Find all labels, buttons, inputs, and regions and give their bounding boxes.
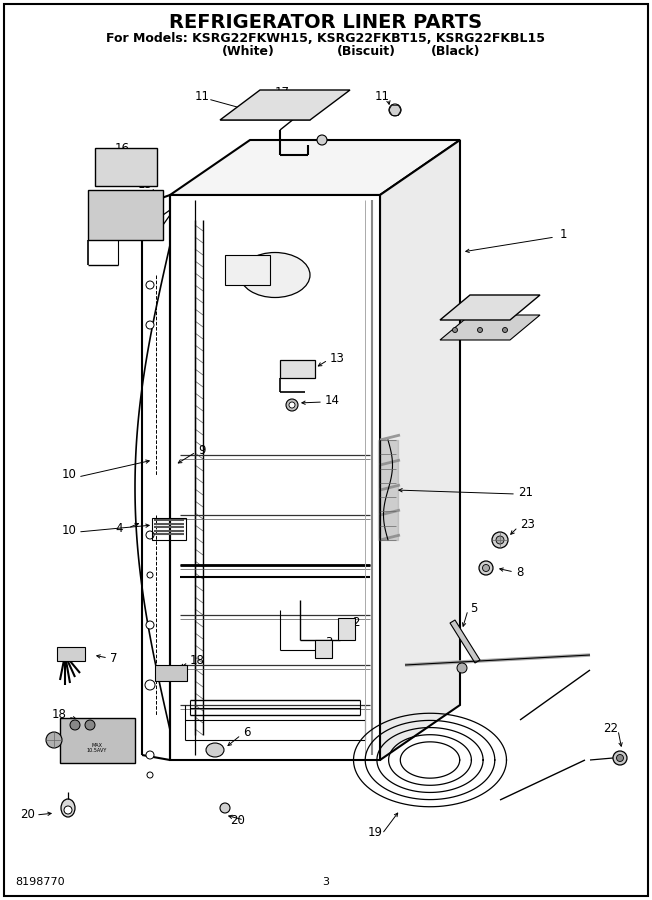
Circle shape xyxy=(147,572,153,578)
Text: 11: 11 xyxy=(195,91,210,104)
Polygon shape xyxy=(170,195,380,760)
Circle shape xyxy=(479,561,493,575)
Circle shape xyxy=(477,328,482,332)
Text: 5: 5 xyxy=(470,601,477,615)
Text: 7: 7 xyxy=(110,652,117,664)
Circle shape xyxy=(617,754,623,761)
Text: 23: 23 xyxy=(520,518,535,532)
Circle shape xyxy=(220,803,230,813)
Circle shape xyxy=(389,104,401,116)
Text: REFRIGERATOR LINER PARTS: REFRIGERATOR LINER PARTS xyxy=(170,13,482,32)
Text: 1: 1 xyxy=(560,229,567,241)
Text: 14: 14 xyxy=(325,393,340,407)
Circle shape xyxy=(457,663,467,673)
Text: 10: 10 xyxy=(62,524,77,536)
Bar xyxy=(95,148,157,186)
Bar xyxy=(60,718,135,763)
Ellipse shape xyxy=(240,253,310,298)
Text: 8198770: 8198770 xyxy=(15,877,65,887)
Text: 6: 6 xyxy=(243,725,250,739)
Bar xyxy=(280,360,315,378)
Circle shape xyxy=(85,720,95,730)
Polygon shape xyxy=(170,140,460,195)
Polygon shape xyxy=(440,295,540,320)
Circle shape xyxy=(46,732,62,748)
Text: 4: 4 xyxy=(115,521,123,535)
Text: 18: 18 xyxy=(52,708,67,722)
Bar xyxy=(88,190,163,240)
Text: 18: 18 xyxy=(190,653,205,667)
Polygon shape xyxy=(338,618,355,640)
Circle shape xyxy=(613,751,627,765)
Circle shape xyxy=(147,772,153,778)
Text: (Biscuit): (Biscuit) xyxy=(336,46,396,58)
Circle shape xyxy=(70,720,80,730)
Text: 3: 3 xyxy=(323,877,329,887)
Circle shape xyxy=(317,135,327,145)
Circle shape xyxy=(146,751,154,759)
Text: 8: 8 xyxy=(516,565,524,579)
Bar xyxy=(57,647,85,661)
Text: MAX
10.5AVY: MAX 10.5AVY xyxy=(87,742,107,753)
Polygon shape xyxy=(220,90,350,120)
Text: 21: 21 xyxy=(518,485,533,499)
Text: 3: 3 xyxy=(325,635,333,649)
Circle shape xyxy=(146,621,154,629)
Text: 16: 16 xyxy=(115,141,130,155)
Bar xyxy=(155,665,187,681)
Text: (Black): (Black) xyxy=(431,46,481,58)
Text: 12: 12 xyxy=(495,327,510,339)
Text: 20: 20 xyxy=(230,814,245,826)
Text: 13: 13 xyxy=(330,352,345,365)
Circle shape xyxy=(496,536,504,544)
Circle shape xyxy=(452,328,458,332)
Text: 15: 15 xyxy=(138,178,153,192)
Circle shape xyxy=(146,281,154,289)
Text: 17: 17 xyxy=(275,86,290,98)
Circle shape xyxy=(146,321,154,329)
Text: 9: 9 xyxy=(198,444,205,456)
Circle shape xyxy=(482,564,490,572)
Circle shape xyxy=(146,681,154,689)
Circle shape xyxy=(289,402,295,408)
Polygon shape xyxy=(450,620,480,663)
Text: 19: 19 xyxy=(368,825,383,839)
Text: 10: 10 xyxy=(62,469,77,482)
Text: 11: 11 xyxy=(375,91,390,104)
Circle shape xyxy=(145,680,155,690)
Circle shape xyxy=(286,399,298,411)
Ellipse shape xyxy=(61,799,75,817)
Text: (White): (White) xyxy=(222,46,274,58)
Polygon shape xyxy=(440,315,540,340)
Circle shape xyxy=(64,806,72,814)
Text: 20: 20 xyxy=(20,808,35,822)
Polygon shape xyxy=(380,140,460,760)
Text: 22: 22 xyxy=(603,722,618,734)
Text: For Models: KSRG22FKWH15, KSRG22FKBT15, KSRG22FKBL15: For Models: KSRG22FKWH15, KSRG22FKBT15, … xyxy=(106,32,546,44)
Polygon shape xyxy=(315,640,332,658)
Ellipse shape xyxy=(206,743,224,757)
Bar xyxy=(152,518,186,540)
Bar xyxy=(225,255,270,285)
Circle shape xyxy=(146,531,154,539)
Circle shape xyxy=(503,328,507,332)
Circle shape xyxy=(492,532,508,548)
Text: 2: 2 xyxy=(352,616,359,628)
